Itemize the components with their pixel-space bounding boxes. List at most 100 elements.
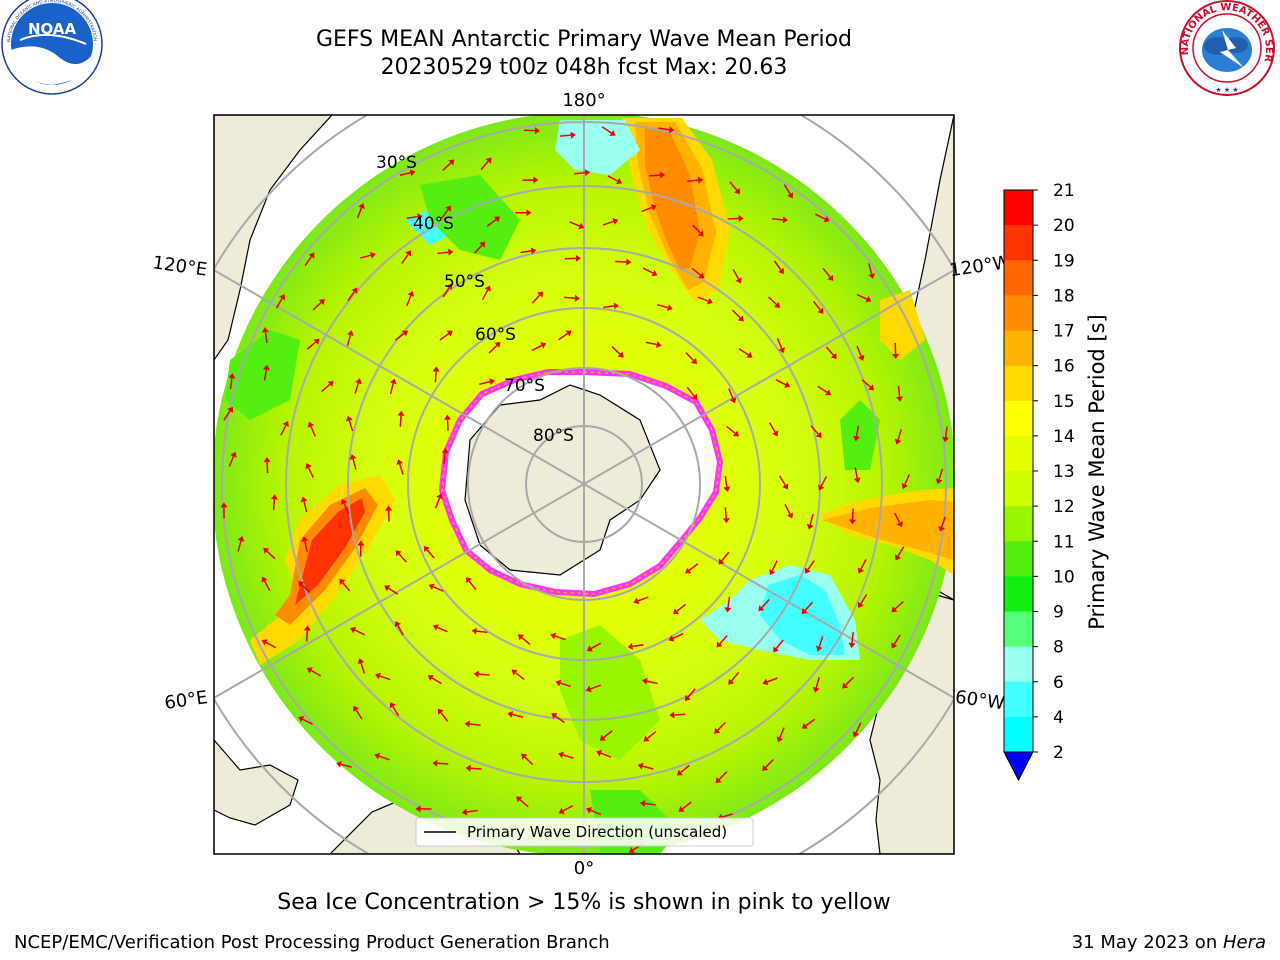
- wave-direction-arrow: [434, 497, 441, 509]
- wave-direction-arrow: [275, 298, 283, 309]
- wave-direction-arrowhead: [596, 749, 603, 757]
- wave-direction-arrow: [306, 341, 317, 350]
- wave-direction-arrowhead: [437, 708, 444, 715]
- wave-direction-arrowhead: [446, 283, 453, 290]
- lat-label-30s: 30°S: [376, 153, 417, 173]
- wave-direction-arrow: [845, 676, 855, 686]
- wave-direction-arrow: [348, 420, 354, 432]
- wave-direction-arrowhead: [428, 583, 435, 591]
- wave-direction-arrowhead: [261, 576, 268, 583]
- map-legend: Primary Wave Direction (unscaled): [415, 817, 754, 847]
- wave-direction-arrowhead: [432, 366, 440, 372]
- wave-direction-arrowhead: [394, 620, 401, 628]
- wave-direction-arrowhead: [848, 642, 856, 649]
- wave-direction-arrow: [466, 809, 478, 813]
- wave-direction-arrow: [815, 213, 826, 220]
- wave-direction-arrowhead: [724, 607, 732, 613]
- wave-direction-arrowhead: [445, 205, 451, 212]
- wave-direction-arrowhead: [540, 342, 547, 349]
- wave-direction-arrowhead: [612, 218, 619, 225]
- wave-direction-arrow: [515, 672, 525, 681]
- wave-direction-arrow: [479, 380, 491, 385]
- wave-direction-arrow: [697, 296, 709, 302]
- lat-label-70s: 70°S: [504, 376, 545, 396]
- wave-direction-arrow: [804, 601, 814, 611]
- wave-direction-arrow: [783, 184, 791, 195]
- wave-direction-arrow: [223, 410, 231, 421]
- colorbar-tick-label: 14: [1053, 427, 1075, 447]
- wave-direction-arrow: [392, 706, 400, 717]
- lon-label-60e: 60°E: [163, 687, 209, 714]
- wave-direction-arrowhead: [667, 304, 673, 312]
- wave-direction-arrow: [512, 713, 524, 718]
- wave-direction-arrow: [851, 632, 854, 644]
- wave-direction-arrow: [486, 218, 497, 227]
- wave-direction-arrowhead: [479, 241, 486, 248]
- wave-direction-arrow: [688, 563, 699, 571]
- wave-direction-arrowhead: [345, 415, 353, 422]
- wave-direction-arrow: [685, 352, 695, 361]
- wave-direction-arrow: [394, 332, 405, 341]
- wave-direction-arrowhead: [815, 431, 822, 438]
- wave-direction-arrowhead: [517, 634, 524, 641]
- wave-direction-arrowhead: [586, 645, 593, 652]
- lat-label-80s: 80°S: [533, 426, 574, 446]
- legend-label: Primary Wave Direction (unscaled): [467, 823, 727, 841]
- wave-direction-arrow: [442, 162, 452, 171]
- wave-direction-arrowhead: [415, 805, 421, 813]
- wave-direction-arrowhead: [656, 341, 662, 348]
- wave-direction-arrow: [356, 207, 363, 219]
- wave-direction-arrow: [766, 677, 778, 683]
- wave-direction-arrow: [519, 799, 529, 808]
- wave-direction-arrowhead: [628, 847, 635, 853]
- wave-direction-arrow: [771, 560, 778, 571]
- wave-direction-arrowhead: [806, 523, 814, 530]
- wave-direction-arrow: [440, 712, 449, 722]
- wave-direction-arrowhead: [432, 624, 439, 631]
- wave-direction-arrow: [488, 344, 498, 354]
- wave-direction-arrowhead: [570, 131, 576, 139]
- wave-direction-arrowhead: [448, 159, 455, 166]
- wave-direction-arrow: [574, 171, 586, 175]
- wave-direction-arrowhead: [263, 457, 271, 463]
- colorbar-segment: [1004, 506, 1033, 542]
- wave-direction-arrowhead: [358, 203, 365, 209]
- wave-direction-arrowhead: [473, 670, 479, 678]
- wave-direction-arrow: [761, 598, 770, 609]
- nws-ring-text: NATIONAL WEATHER SERVICE: [0, 0, 1274, 63]
- colorbar-tick-label: 19: [1053, 251, 1075, 271]
- wave-direction-arrow: [820, 476, 828, 487]
- wave-direction-arrowhead: [313, 338, 320, 345]
- wave-direction-arrowhead: [805, 567, 811, 574]
- wave-direction-arrowhead: [758, 605, 765, 612]
- wave-direction-arrowhead: [555, 679, 562, 687]
- wave-direction-arrow: [944, 426, 948, 438]
- wave-direction-arrow: [481, 289, 489, 301]
- wave-direction-arrow: [825, 346, 835, 356]
- wave-direction-arrow: [558, 332, 568, 341]
- wave-direction-arrowhead: [351, 287, 358, 294]
- wave-direction-arrowhead: [637, 762, 644, 770]
- wave-direction-arrow: [904, 474, 910, 485]
- wave-direction-arrowhead: [230, 451, 237, 458]
- wave-direction-arrowhead: [722, 517, 730, 524]
- wave-direction-arrowhead: [471, 627, 477, 635]
- wave-direction-arrow: [266, 462, 269, 474]
- wave-direction-arrowhead: [585, 685, 592, 693]
- wave-direction-arrowhead: [642, 677, 648, 685]
- colorbar-tick-label: 13: [1053, 462, 1075, 482]
- wave-direction-arrowhead: [896, 521, 903, 528]
- lon-label-120w: 120°W: [948, 252, 1012, 281]
- wave-direction-arrow: [732, 269, 740, 280]
- colorbar-segment: [1004, 365, 1033, 402]
- wave-direction-arrow: [301, 583, 311, 593]
- wave-direction-arrowhead: [823, 215, 830, 223]
- wave-direction-arrowhead: [626, 258, 632, 266]
- wave-direction-arrowhead: [895, 554, 902, 561]
- wave-direction-arrow: [719, 635, 728, 645]
- wave-direction-arrow: [897, 546, 905, 557]
- wave-direction-arrow: [302, 718, 313, 725]
- wave-direction-arrowhead: [327, 380, 334, 387]
- wave-direction-arrowhead: [868, 384, 875, 391]
- wave-direction-arrow: [645, 341, 657, 346]
